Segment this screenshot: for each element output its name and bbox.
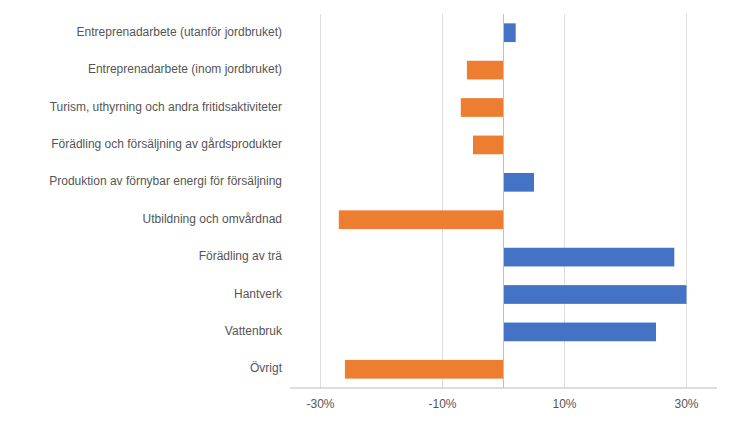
category-label: Entreprenadarbete (inom jordbruket) [88,62,282,76]
bar [467,61,504,80]
bar [504,23,516,42]
grid-line [686,14,687,388]
category-label: Förädling och försäljning av gårdsproduk… [51,137,282,151]
bar [461,98,504,117]
category-label: Produktion av förnybar energi för försäl… [49,174,282,188]
x-ticks: -30% -10% 10% 30% [306,397,698,411]
grid-line [442,14,443,388]
zero-line [503,14,504,388]
x-tick-label: -30% [306,397,334,411]
bars [339,23,687,378]
x-tick-label: 30% [674,397,698,411]
grid [321,14,687,388]
bar [473,136,504,155]
bar [504,323,657,342]
x-tick-label: 10% [552,397,576,411]
chart-container: -30% -10% 10% 30% Entreprenadarbete (utanför… [0,0,739,428]
bar [504,285,687,304]
category-label: Turism, uthyrning och andra fritidsaktiv… [50,100,282,114]
category-label: Övrigt [250,361,283,375]
category-label: Utbildning och omvårdnad [143,212,282,226]
grid-line [320,14,321,388]
bar [345,360,504,379]
category-label: Entreprenadarbete (utanför jordbruket) [77,25,282,39]
category-label: Förädling av trä [199,249,283,263]
bar [504,173,535,192]
category-label: Vattenbruk [225,324,283,338]
y-ticks: Entreprenadarbete (utanför jordbruket) En… [49,25,283,376]
chart: -30% -10% 10% 30% Entreprenadarbete (utanför… [0,0,739,428]
category-label: Hantverk [234,287,283,301]
bar [339,210,504,229]
x-tick-label: -10% [428,397,456,411]
bar [504,248,675,267]
